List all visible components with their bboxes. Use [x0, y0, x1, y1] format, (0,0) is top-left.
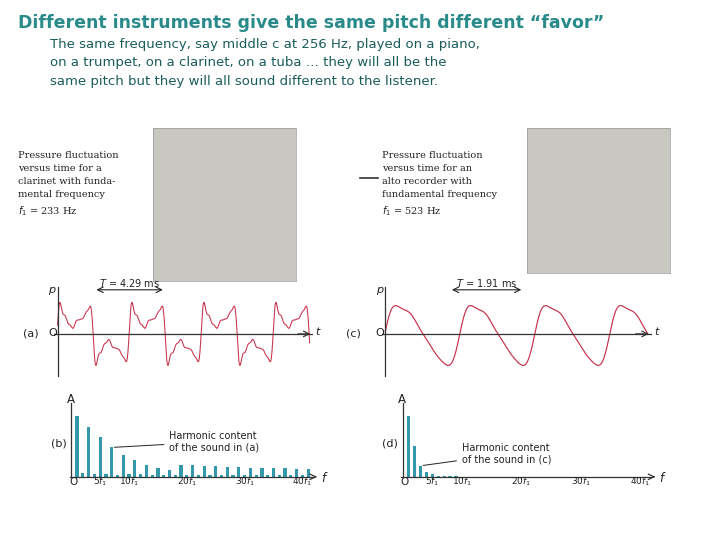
- Bar: [202, 466, 206, 477]
- Text: Pressure fluctuation
versus time for an
alto recorder with
fundamental frequency: Pressure fluctuation versus time for an …: [382, 151, 497, 218]
- Text: O: O: [401, 477, 409, 487]
- Bar: [220, 475, 223, 477]
- Bar: [261, 468, 264, 477]
- Bar: [272, 468, 275, 477]
- Text: O: O: [48, 328, 57, 339]
- Bar: [127, 474, 130, 477]
- Text: $20f_1$: $20f_1$: [511, 476, 531, 488]
- Bar: [81, 473, 84, 477]
- Text: $20f_1$: $20f_1$: [177, 476, 197, 488]
- Bar: [419, 466, 422, 477]
- Bar: [301, 475, 304, 477]
- Text: A: A: [398, 393, 406, 407]
- Text: $40f_1$: $40f_1$: [292, 476, 312, 488]
- Text: t: t: [315, 327, 320, 338]
- Bar: [237, 467, 240, 477]
- Bar: [225, 467, 229, 477]
- Bar: [133, 460, 136, 477]
- Bar: [76, 416, 78, 477]
- Bar: [99, 437, 102, 477]
- Bar: [145, 464, 148, 477]
- Text: (a): (a): [23, 328, 39, 339]
- Text: f: f: [660, 472, 664, 485]
- Bar: [289, 475, 292, 477]
- Bar: [255, 475, 258, 477]
- Text: p: p: [376, 285, 383, 295]
- Text: $30f_1$: $30f_1$: [235, 476, 255, 488]
- Text: Different instruments give the same pitch different “favor”: Different instruments give the same pitc…: [18, 14, 604, 31]
- Bar: [284, 468, 287, 477]
- Bar: [122, 455, 125, 477]
- Text: $T$ = 4.29 ms: $T$ = 4.29 ms: [99, 277, 160, 289]
- Bar: [214, 467, 217, 477]
- Bar: [174, 475, 177, 477]
- Text: $5f_1$: $5f_1$: [425, 476, 439, 488]
- Bar: [425, 472, 428, 477]
- Bar: [185, 475, 189, 477]
- Bar: [191, 465, 194, 477]
- Bar: [278, 475, 281, 477]
- Text: Harmonic content
of the sound in (a): Harmonic content of the sound in (a): [114, 431, 260, 453]
- Bar: [231, 475, 235, 477]
- Bar: [156, 468, 160, 477]
- Bar: [197, 475, 200, 477]
- Bar: [110, 448, 113, 477]
- Bar: [249, 468, 252, 477]
- Bar: [413, 446, 416, 477]
- Text: t: t: [654, 327, 658, 338]
- Bar: [168, 470, 171, 477]
- Bar: [266, 475, 269, 477]
- Text: O: O: [70, 477, 78, 487]
- Text: Harmonic content
of the sound in (c): Harmonic content of the sound in (c): [423, 443, 552, 465]
- Bar: [243, 475, 246, 477]
- Bar: [150, 475, 154, 477]
- Bar: [179, 465, 183, 477]
- Text: A: A: [67, 393, 75, 407]
- Text: $10f_1$: $10f_1$: [119, 476, 139, 488]
- Bar: [208, 475, 212, 477]
- Bar: [139, 475, 142, 477]
- Bar: [407, 416, 410, 477]
- Text: $40f_1$: $40f_1$: [630, 476, 650, 488]
- Text: $5f_1$: $5f_1$: [93, 476, 107, 488]
- Text: (b): (b): [51, 438, 67, 448]
- Text: $10f_1$: $10f_1$: [452, 476, 472, 488]
- Text: $30f_1$: $30f_1$: [571, 476, 591, 488]
- Bar: [436, 476, 440, 477]
- Bar: [162, 475, 166, 477]
- Bar: [431, 474, 434, 477]
- Bar: [104, 474, 107, 477]
- Text: O: O: [376, 328, 384, 339]
- Text: $T$ = 1.91 ms: $T$ = 1.91 ms: [456, 277, 517, 289]
- Text: (d): (d): [382, 438, 397, 448]
- Bar: [93, 474, 96, 477]
- Bar: [87, 427, 90, 477]
- Bar: [295, 469, 298, 477]
- Text: The same frequency, say middle c at 256 Hz, played on a piano,
on a trumpet, on : The same frequency, say middle c at 256 …: [50, 38, 480, 88]
- Bar: [307, 469, 310, 477]
- Text: Pressure fluctuation
versus time for a
clarinet with funda-
mental frequency
$f_: Pressure fluctuation versus time for a c…: [18, 151, 119, 218]
- Text: f: f: [321, 472, 325, 485]
- Bar: [116, 475, 119, 477]
- Text: (c): (c): [346, 328, 361, 339]
- Text: p: p: [48, 285, 55, 295]
